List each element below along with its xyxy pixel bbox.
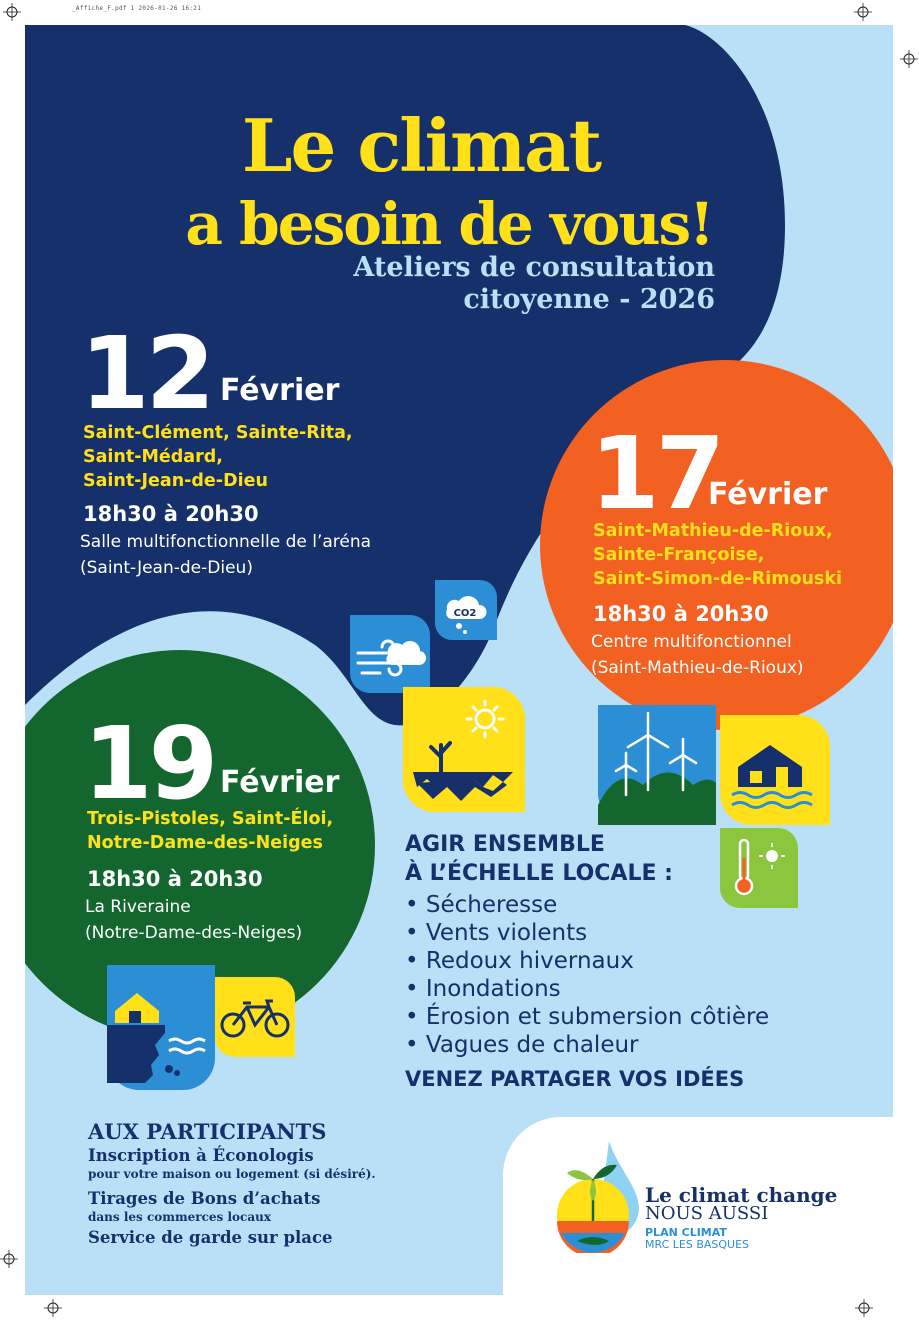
event-12-town: Saint-Jean-de-Dieu xyxy=(83,471,268,491)
bicycle-icon xyxy=(215,977,295,1057)
event-12-town: Saint-Clément, Sainte-Rita, xyxy=(83,423,353,443)
event-12-hours: 18h30 à 20h30 xyxy=(83,502,259,526)
registration-mark-icon xyxy=(900,50,918,68)
agir-heading-line: À L’ÉCHELLE LOCALE : xyxy=(405,861,673,886)
event-12-place: Salle multifonctionnelle de l’aréna (Sai… xyxy=(80,529,371,581)
main-title-line1: Le climat xyxy=(241,103,602,188)
agir-heading: AGIR ENSEMBLE À L’ÉCHELLE LOCALE : xyxy=(405,830,673,888)
subtitle-line2: citoyenne - 2026 xyxy=(463,284,715,315)
climate-risks-list: Sécheresse Vents violents Redoux hiverna… xyxy=(405,891,769,1059)
participants-item-garde: Service de garde sur place xyxy=(88,1228,333,1247)
event-17-hours: 18h30 à 20h30 xyxy=(593,602,769,626)
event-19-month: Février xyxy=(220,765,340,800)
poster: CO2 Le cli xyxy=(25,25,893,1295)
logo-text-line3: PLAN CLIMAT xyxy=(645,1226,727,1239)
co2-bubble-icon: CO2 xyxy=(435,580,497,640)
event-12-day: 12 xyxy=(80,315,215,432)
drought-icon xyxy=(403,687,525,812)
orange-circle xyxy=(540,360,893,730)
event-19-day: 19 xyxy=(83,705,218,822)
green-circle xyxy=(25,650,375,1040)
event-12-place-line: (Saint-Jean-de-Dieu) xyxy=(80,558,253,578)
registration-mark-icon xyxy=(854,3,872,21)
plan-climat-logo-icon xyxy=(557,1141,639,1253)
event-19-town: Notre-Dame-des-Neiges xyxy=(87,833,323,853)
call-to-action: VENEZ PARTAGER VOS IDÉES xyxy=(405,1067,745,1091)
participants-title: AUX PARTICIPANTS xyxy=(88,1119,327,1144)
event-19-town: Trois-Pistoles, Saint-Éloi, xyxy=(87,809,334,829)
logo-text-line1: Le climat change xyxy=(645,1183,838,1207)
event-17-day: 17 xyxy=(590,415,725,532)
participants-note-bons: dans les commerces locaux xyxy=(88,1210,272,1224)
event-17-place-line: Centre multifonctionnel xyxy=(591,632,792,652)
registration-mark-icon xyxy=(3,3,21,21)
flooded-house-icon xyxy=(720,715,830,825)
co2-label: CO2 xyxy=(454,608,477,619)
subtitle-line1: Ateliers de consultation xyxy=(353,252,715,283)
event-17-place: Centre multifonctionnel (Saint-Mathieu-d… xyxy=(591,629,804,681)
event-17-place-line: (Saint-Mathieu-de-Rioux) xyxy=(591,658,804,678)
logo-text-plan: PLAN CLIMAT MRC LES BASQUES xyxy=(645,1227,749,1251)
wind-turbines-icon xyxy=(598,705,716,825)
participants-item-econologis: Inscription à Éconologis xyxy=(88,1146,314,1165)
list-item: Inondations xyxy=(405,975,769,1003)
event-17-month: Février xyxy=(708,477,828,512)
logo-text-line4: MRC LES BASQUES xyxy=(645,1238,750,1251)
participants-item-bons: Tirages de Bons d’achats xyxy=(88,1189,321,1208)
list-item: Vents violents xyxy=(405,919,769,947)
list-item: Vagues de chaleur xyxy=(405,1031,769,1059)
event-12-town: Saint-Médard, xyxy=(83,447,223,467)
event-12-place-line: Salle multifonctionnelle de l’aréna xyxy=(80,532,372,552)
list-item: Sécheresse xyxy=(405,891,769,919)
event-19-place: La Riveraine (Notre-Dame-des-Neiges) xyxy=(85,894,302,946)
event-17-town: Sainte-Françoise, xyxy=(593,545,765,565)
event-17-town: Saint-Simon-de-Rimouski xyxy=(593,569,842,589)
registration-mark-icon xyxy=(0,1250,18,1268)
event-19-towns: Trois-Pistoles, Saint-Éloi, Notre-Dame-d… xyxy=(87,807,333,855)
event-12-towns: Saint-Clément, Sainte-Rita, Saint-Médard… xyxy=(83,421,353,493)
event-12-month: Février xyxy=(220,373,340,408)
event-19-hours: 18h30 à 20h30 xyxy=(87,867,263,891)
list-item: Érosion et submersion côtière xyxy=(405,1003,769,1031)
print-file-header: _Affiche_F.pdf 1 2026-01-26 16:21 xyxy=(72,5,202,12)
registration-mark-icon xyxy=(855,1299,873,1317)
agir-heading-line: AGIR ENSEMBLE xyxy=(405,832,605,857)
main-title-line2: a besoin de vous! xyxy=(185,190,714,258)
wind-cloud-icon xyxy=(350,615,430,693)
event-17-town: Saint-Mathieu-de-Rioux, xyxy=(593,521,833,541)
list-item: Redoux hivernaux xyxy=(405,947,769,975)
event-19-place-line: La Riveraine xyxy=(85,897,191,917)
heat-thermometer-icon xyxy=(720,828,798,908)
event-19-place-line: (Notre-Dame-des-Neiges) xyxy=(85,923,303,943)
registration-mark-icon xyxy=(44,1299,62,1317)
logo-text-line2: NOUS AUSSI xyxy=(645,1203,769,1224)
event-17-towns: Saint-Mathieu-de-Rioux, Sainte-Françoise… xyxy=(593,519,842,591)
participants-note-econologis: pour votre maison ou logement (si désiré… xyxy=(88,1167,376,1181)
navy-background-shape xyxy=(25,25,785,726)
coastal-erosion-icon xyxy=(107,965,215,1090)
